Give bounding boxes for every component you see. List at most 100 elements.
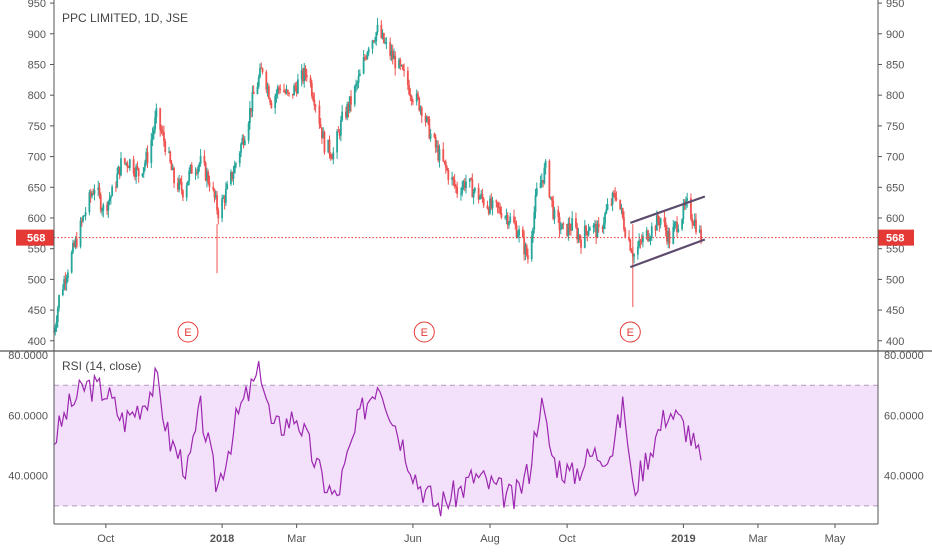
candle-body (300, 70, 303, 80)
rsi-left-axis: 40.0000 60.0000 80.0000 (8, 350, 48, 483)
candle-body (587, 230, 590, 236)
candle-body (288, 92, 290, 94)
candle-body (461, 186, 464, 194)
candle-body (506, 215, 509, 226)
candle-body (403, 69, 405, 71)
candle-body (54, 327, 57, 332)
candle-body (109, 196, 112, 199)
candle-body (146, 152, 149, 164)
last-price-value-left: 568 (27, 233, 45, 245)
candle-body (259, 67, 261, 78)
left-tick-label: 750 (28, 121, 46, 133)
candle-body (412, 101, 414, 103)
candle-body (595, 224, 598, 238)
candle-body (491, 200, 494, 209)
candle-body (216, 195, 218, 211)
candle-body (658, 221, 661, 225)
candle-body (154, 117, 157, 130)
candle-body (557, 209, 560, 217)
candle-body (468, 178, 471, 182)
candle-body (419, 107, 422, 111)
candle-body (649, 237, 652, 240)
candle-body (571, 218, 574, 231)
candle-body (243, 140, 246, 145)
candle-body (318, 105, 321, 125)
candle-body (621, 208, 624, 218)
candle-body (532, 229, 534, 237)
candle-body (540, 180, 543, 183)
candle-body (676, 222, 678, 232)
candle-body (144, 162, 146, 168)
candle-body (118, 166, 121, 176)
candle-body (362, 57, 365, 74)
candle-body (160, 129, 163, 132)
candle-body (409, 94, 412, 97)
candle-body (480, 193, 483, 198)
rsi-band (54, 385, 878, 506)
candle-body (401, 65, 404, 70)
candle-body (594, 224, 596, 226)
left-tick-label: 900 (28, 29, 46, 41)
candle-body (530, 236, 533, 260)
candle-body (302, 70, 304, 82)
candle-body (639, 240, 642, 242)
earnings-marker (619, 321, 641, 343)
candle-body (454, 185, 457, 187)
candle-body (417, 93, 419, 98)
candle-body (64, 279, 67, 284)
candle-body (487, 208, 490, 214)
rsi-line (53, 361, 702, 517)
candle-body (495, 200, 498, 203)
candle-body (481, 193, 484, 199)
candle-body (194, 172, 197, 174)
candle-body (586, 231, 589, 236)
candle-body (190, 165, 193, 174)
candle-body (490, 198, 493, 209)
left-tick-label: 450 (28, 305, 46, 317)
candle-body (206, 172, 208, 181)
candle-body (597, 223, 600, 228)
candle-body (642, 236, 644, 243)
candle-body (472, 191, 475, 198)
right-tick-label: 500 (886, 274, 904, 286)
candle-body (278, 87, 280, 89)
candle-body (82, 216, 84, 222)
candle-body (628, 237, 630, 240)
earnings-marker-label: E (184, 327, 191, 339)
candle-body (217, 210, 220, 219)
candle-body (400, 65, 403, 67)
candle-body (213, 189, 216, 198)
candle-body (516, 235, 519, 238)
candle-body (410, 96, 413, 102)
candle-body (150, 139, 153, 164)
candle-body (381, 33, 384, 38)
candle-body (133, 173, 136, 177)
candle-body (222, 197, 225, 199)
candle-body (232, 173, 235, 179)
candle-body (549, 196, 552, 198)
channel-lines (629, 195, 706, 269)
candle-body (489, 198, 491, 214)
candle-body (93, 190, 96, 195)
candle-body (636, 246, 639, 255)
candle-body (523, 237, 526, 255)
candle-body (514, 222, 517, 226)
candle-body (126, 162, 129, 167)
candle-body (418, 97, 421, 111)
candle-body (331, 157, 333, 160)
candle-body (664, 222, 667, 231)
candle-body (442, 149, 445, 161)
candle-body (633, 254, 635, 257)
candle-body (425, 116, 428, 122)
candle-body (63, 279, 66, 290)
candle-body (686, 198, 689, 201)
candle-body (155, 108, 158, 118)
candle-body (212, 186, 215, 190)
time-axis[interactable]: Oct 2018 Mar Jun Aug Oct 2019 Mar May (97, 524, 846, 545)
left-tick-label: 850 (28, 59, 46, 71)
candle-body (291, 93, 294, 96)
time-tick-label: May (825, 533, 846, 545)
rsi-left-tick-label: 80.0000 (8, 350, 48, 362)
